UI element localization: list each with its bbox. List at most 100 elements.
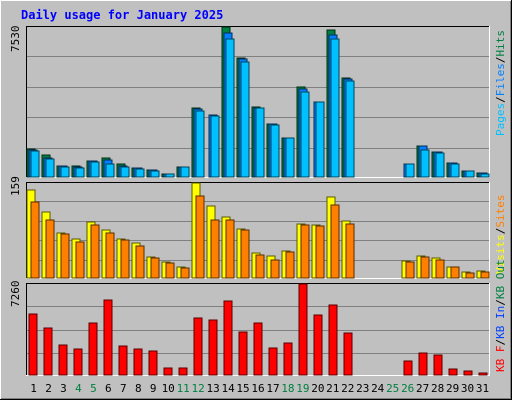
bar-pages-day-3 bbox=[60, 166, 70, 178]
bar-pages-day-1 bbox=[30, 150, 40, 178]
bar-sites-day-26 bbox=[405, 261, 415, 279]
bar-pages-day-11 bbox=[180, 166, 190, 178]
bar-pages-day-20 bbox=[315, 101, 325, 178]
bar-kb-f-day-16 bbox=[253, 322, 263, 376]
legend-item: Pages bbox=[494, 103, 507, 136]
bar-sites-day-14 bbox=[225, 219, 235, 279]
legend-item: KB Out bbox=[494, 259, 507, 299]
bar-kb-f-day-3 bbox=[58, 344, 68, 376]
day-label-26: 26 bbox=[401, 382, 414, 395]
bottom-legend: KB F/KB In/KB Out bbox=[494, 259, 507, 372]
legend-item: / bbox=[494, 96, 507, 103]
bar-sites-day-7 bbox=[120, 239, 130, 279]
bar-kb-f-day-21 bbox=[328, 304, 338, 376]
day-label-7: 7 bbox=[120, 382, 127, 395]
bar-pages-day-29 bbox=[450, 163, 460, 178]
day-label-24: 24 bbox=[371, 382, 385, 395]
bar-sites-day-18 bbox=[285, 251, 295, 279]
bar-kb-f-day-18 bbox=[283, 342, 293, 376]
bar-pages-day-12 bbox=[195, 110, 205, 178]
bar-kb-f-day-22 bbox=[343, 332, 353, 376]
bar-sites-day-9 bbox=[150, 257, 160, 279]
bar-kb-f-day-4 bbox=[73, 348, 83, 376]
bar-sites-day-6 bbox=[105, 232, 115, 279]
bar-kb-f-day-15 bbox=[238, 331, 248, 376]
day-label-10: 10 bbox=[162, 382, 175, 395]
bar-kb-f-day-20 bbox=[313, 314, 323, 376]
bar-sites-day-21 bbox=[330, 204, 340, 279]
bar-kb-f-day-29 bbox=[448, 368, 458, 376]
chart-title: Daily usage for January 2025 bbox=[21, 8, 223, 22]
bar-sites-day-4 bbox=[75, 241, 85, 279]
bar-pages-day-17 bbox=[270, 124, 280, 178]
day-label-29: 29 bbox=[446, 382, 459, 395]
day-label-12: 12 bbox=[191, 382, 204, 395]
panel-visits-sites bbox=[26, 182, 490, 279]
day-label-17: 17 bbox=[266, 382, 279, 395]
x-axis-day-labels: 1 2 3 4 5 6 7 8 9 10 11 12 13 14 15 16 17 18 19 20 21 22 23 24 2… bbox=[30, 382, 489, 395]
bar-kb-f-day-7 bbox=[118, 345, 128, 376]
bar-pages-day-2 bbox=[45, 158, 55, 178]
day-label-16: 16 bbox=[251, 382, 264, 395]
bar-pages-day-28 bbox=[435, 152, 445, 178]
day-label-9: 9 bbox=[150, 382, 157, 395]
day-label-18: 18 bbox=[281, 382, 294, 395]
bar-sites-day-20 bbox=[315, 225, 325, 279]
day-label-4: 4 bbox=[75, 382, 82, 395]
bottom-ymax-label: 7260 bbox=[9, 281, 22, 308]
bar-kb-f-day-8 bbox=[133, 348, 143, 376]
day-label-2: 2 bbox=[45, 382, 52, 395]
bar-kb-f-day-1 bbox=[28, 313, 38, 376]
bar-sites-day-27 bbox=[420, 256, 430, 279]
day-label-13: 13 bbox=[206, 382, 219, 395]
bar-pages-day-27 bbox=[420, 149, 430, 178]
bar-kb-f-day-9 bbox=[148, 350, 158, 376]
bar-sites-day-30 bbox=[465, 272, 475, 279]
bar-pages-day-18 bbox=[285, 137, 295, 178]
bar-kb-f-day-19 bbox=[298, 283, 308, 376]
bar-sites-day-2 bbox=[45, 219, 55, 279]
bar-pages-day-19 bbox=[300, 91, 310, 178]
bar-pages-day-4 bbox=[75, 167, 85, 178]
bar-pages-day-8 bbox=[135, 168, 145, 178]
day-label-8: 8 bbox=[135, 382, 142, 395]
legend-item: Files bbox=[494, 63, 507, 96]
bar-pages-day-10 bbox=[165, 173, 175, 178]
bar-pages-day-31 bbox=[480, 173, 490, 178]
bar-kb-f-day-17 bbox=[268, 347, 278, 376]
bar-sites-day-3 bbox=[60, 233, 70, 279]
legend-item: / bbox=[494, 57, 507, 64]
bar-kb-f-day-6 bbox=[103, 299, 113, 376]
bar-pages-day-26 bbox=[405, 163, 415, 178]
bar-sites-day-10 bbox=[165, 262, 175, 279]
bar-sites-day-11 bbox=[180, 267, 190, 279]
bar-sites-day-28 bbox=[435, 259, 445, 279]
bar-pages-day-14 bbox=[225, 38, 235, 178]
legend-item: / bbox=[494, 228, 507, 235]
day-label-3: 3 bbox=[60, 382, 67, 395]
legend-item: Hits bbox=[494, 30, 507, 57]
bar-kb-f-day-28 bbox=[433, 354, 443, 376]
legend-item: Visits bbox=[494, 234, 507, 274]
day-label-11: 11 bbox=[177, 382, 190, 395]
day-label-14: 14 bbox=[221, 382, 235, 395]
top-legend: Pages/Files/Hits bbox=[494, 30, 507, 136]
panel-pages-files-hits bbox=[26, 26, 490, 178]
day-label-19: 19 bbox=[296, 382, 309, 395]
day-label-27: 27 bbox=[416, 382, 429, 395]
day-label-15: 15 bbox=[236, 382, 249, 395]
middle-legend: Visits/Sites bbox=[494, 195, 507, 275]
bar-sites-day-29 bbox=[450, 266, 460, 279]
legend-item: / bbox=[494, 299, 507, 306]
bar-sites-day-16 bbox=[255, 254, 265, 279]
bar-pages-day-15 bbox=[240, 61, 250, 178]
bar-pages-day-9 bbox=[150, 170, 160, 178]
day-label-28: 28 bbox=[431, 382, 444, 395]
bar-sites-day-17 bbox=[270, 259, 280, 279]
bar-kb-f-day-11 bbox=[178, 367, 188, 376]
bar-pages-day-21 bbox=[330, 38, 340, 178]
bar-sites-day-13 bbox=[210, 219, 220, 279]
bar-sites-day-5 bbox=[90, 224, 100, 279]
bar-kb-f-day-10 bbox=[163, 367, 173, 376]
bar-pages-day-13 bbox=[210, 115, 220, 178]
